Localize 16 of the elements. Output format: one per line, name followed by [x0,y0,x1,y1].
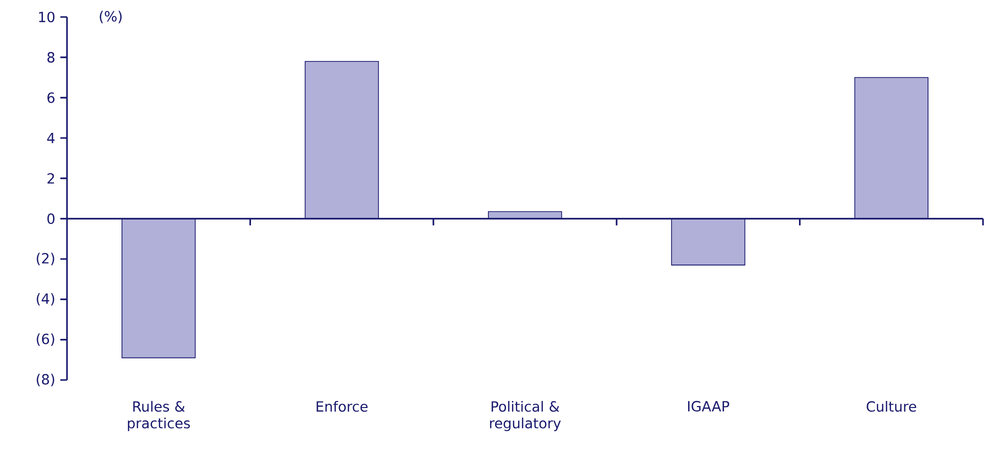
x-tick-label: Political & regulatory [490,400,561,432]
y-tick-label: 10 [39,12,54,22]
y-tick-label: 2 [48,173,54,184]
y-tick-label: 6 [47,92,54,103]
x-tick-label: Culture [866,400,916,412]
y-tick-label: 0 [47,213,54,224]
y-axis-title: (%) [100,10,122,24]
y-tick-label: 8 [47,52,54,63]
y-tick-label: (4) [36,293,54,306]
x-tick-label: IGAAP [688,400,730,412]
x-tick-label: Rules & practices [128,400,190,432]
y-tick-label: (8) [36,374,54,386]
y-tick-label: (6) [36,333,54,346]
y-tick-label: (2) [36,252,54,266]
x-tick-label: Enforce [316,400,368,412]
y-tick-label: 4 [47,132,55,144]
